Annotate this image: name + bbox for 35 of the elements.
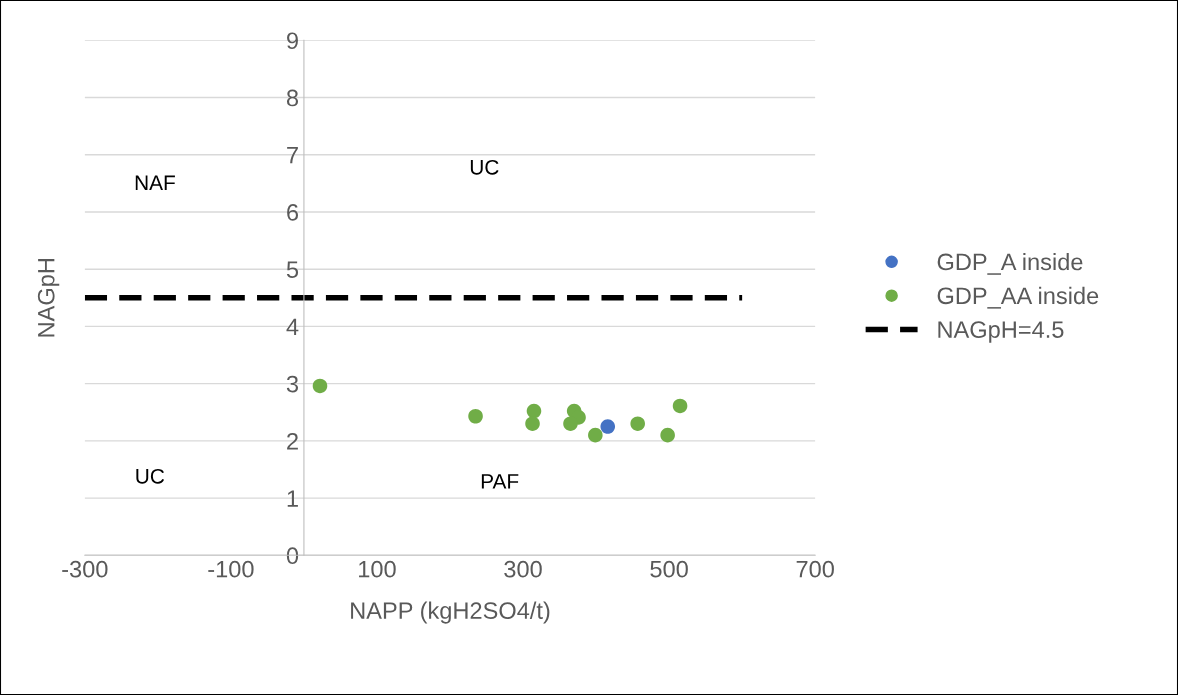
y-tick-label: 2	[287, 432, 298, 450]
annotation: PAF	[481, 474, 519, 489]
y-axis-title: NAGpH	[37, 259, 60, 337]
y-tick-label: 8	[286, 89, 299, 107]
y-tick-label: 4	[286, 318, 299, 335]
y-tick-label: 6	[287, 204, 299, 221]
point	[672, 398, 688, 414]
y-tick-label: 5	[286, 261, 299, 278]
point	[312, 378, 328, 394]
x-tick-label: 300	[504, 560, 542, 578]
annotation: UC	[470, 159, 499, 175]
x-axis-title: NAPP (kgH2SO4/t)	[351, 601, 550, 624]
point	[563, 416, 578, 431]
legend-label: GDP_AA inside	[937, 286, 1099, 309]
legend-label: GDP_A inside	[937, 252, 1083, 275]
x-tick-label: 700	[796, 560, 834, 578]
annotation: NAF	[135, 175, 175, 190]
point	[630, 416, 645, 431]
x-tick-label: 100	[359, 560, 396, 578]
point	[526, 403, 542, 419]
y-tick-label: 3	[286, 375, 299, 393]
x-tick-label: -300	[62, 560, 108, 578]
point	[468, 408, 483, 424]
y-tick-label: 9	[287, 32, 298, 50]
point	[660, 427, 675, 443]
y-tick-label: 1	[287, 490, 298, 507]
y-tick-label: 0	[286, 547, 299, 565]
y-tick-label: 7	[287, 147, 298, 164]
x-tick-label: -100	[208, 560, 254, 578]
point	[525, 416, 540, 431]
x-tick-label: 500	[650, 560, 688, 578]
legend-label: NAGpH=4.5	[938, 321, 1064, 343]
annotation: UC	[136, 468, 165, 484]
point	[588, 427, 603, 443]
point	[600, 419, 616, 434]
